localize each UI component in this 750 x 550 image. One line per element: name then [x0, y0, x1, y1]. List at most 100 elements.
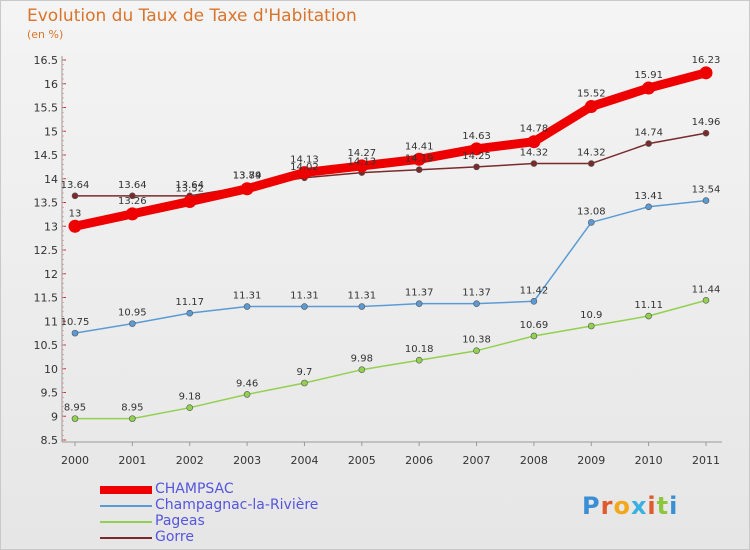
data-label: 9.46 — [236, 378, 258, 389]
data-label: 10.69 — [520, 320, 549, 331]
y-tick-label: 11 — [44, 315, 58, 328]
data-point — [699, 66, 713, 80]
data-point — [587, 160, 595, 167]
data-label: 15.91 — [634, 70, 663, 81]
data-point — [645, 312, 652, 320]
data-label: 11.17 — [175, 297, 204, 308]
data-label: 14.96 — [692, 117, 721, 128]
data-label: 14.41 — [405, 141, 434, 152]
y-tick-label: 15 — [44, 125, 58, 138]
data-point — [470, 142, 484, 156]
legend-item-champagnac: Champagnac-la-Rivière — [100, 497, 360, 514]
data-label: 10.38 — [462, 335, 491, 346]
proxiti-logo: Proxiti — [582, 492, 678, 520]
data-point — [527, 135, 541, 149]
data-point — [702, 297, 710, 304]
data-label: 13.64 — [61, 180, 90, 191]
data-label: 13.84 — [233, 170, 262, 181]
data-label: 15.52 — [577, 89, 606, 100]
data-point — [473, 347, 480, 355]
data-label: 9.18 — [179, 392, 201, 403]
data-label: 13.52 — [175, 184, 204, 195]
x-tick-label: 2000 — [61, 454, 89, 467]
x-tick-label: 2008 — [520, 454, 548, 467]
logo-letter: P — [582, 492, 601, 520]
y-tick-label: 12 — [44, 268, 58, 281]
series-line — [74, 299, 707, 420]
y-tick-label: 8.5 — [41, 434, 59, 447]
data-label: 11.44 — [692, 284, 721, 295]
data-label: 11.42 — [520, 285, 549, 296]
data-point — [71, 415, 79, 422]
data-point — [68, 219, 82, 233]
data-label: 11.11 — [634, 300, 663, 311]
data-point — [584, 100, 598, 114]
data-point — [297, 166, 311, 180]
x-tick-label: 2005 — [348, 454, 376, 467]
data-point — [186, 404, 194, 412]
y-tick-label: 10.5 — [34, 339, 59, 352]
data-point — [645, 140, 652, 147]
data-label: 13.54 — [692, 185, 721, 196]
data-label: 11.37 — [462, 288, 491, 299]
data-point — [587, 322, 595, 330]
legend-label-gorre: Gorre — [155, 529, 194, 545]
x-tick-label: 2003 — [233, 454, 261, 467]
data-label: 9.7 — [297, 367, 313, 378]
data-label: 10.75 — [61, 317, 90, 328]
data-label: 14.13 — [290, 155, 319, 166]
data-label: 14.32 — [520, 148, 549, 159]
data-point — [240, 182, 254, 196]
data-point — [358, 303, 366, 310]
logo-letter: o — [613, 492, 631, 520]
data-point — [642, 81, 656, 95]
data-label: 10.9 — [580, 310, 602, 321]
logo-letter: i — [647, 492, 657, 520]
series-line — [70, 68, 711, 231]
data-point — [415, 166, 423, 174]
x-tick-label: 2007 — [463, 454, 491, 467]
data-label: 14.02 — [290, 162, 319, 173]
data-label: 11.37 — [405, 288, 434, 299]
y-tick-label: 9 — [51, 410, 58, 423]
data-point — [129, 192, 136, 200]
legend-label-pageas: Pageas — [155, 513, 205, 529]
data-label: 14.63 — [462, 131, 491, 142]
y-tick-label: 15.5 — [34, 102, 59, 115]
y-tick-label: 14.5 — [34, 149, 59, 162]
data-point — [587, 219, 595, 226]
data-point — [355, 159, 369, 173]
data-label: 13.26 — [118, 196, 147, 207]
logo-letter: i — [669, 492, 679, 520]
y-tick-label: 10 — [44, 363, 58, 376]
y-tick-label: 16 — [44, 78, 58, 91]
logo-letter: t — [656, 492, 670, 520]
legend-swatch-champsac — [100, 486, 152, 494]
data-label: 10.95 — [118, 308, 147, 319]
legend-swatch-champagnac — [100, 505, 152, 507]
data-label: 8.95 — [64, 403, 86, 414]
x-tick-label: 2001 — [118, 454, 146, 467]
data-label: 14.78 — [520, 124, 549, 135]
data-label: 13.41 — [634, 191, 663, 202]
x-tick-label: 2009 — [577, 454, 605, 467]
data-point — [129, 320, 136, 327]
legend-label-champsac: CHAMPSAC — [155, 481, 234, 497]
data-point — [412, 152, 426, 166]
legend-item-gorre: Gorre — [100, 529, 360, 546]
data-point — [301, 379, 308, 387]
data-label: 14.27 — [347, 148, 376, 159]
logo-letter: x — [630, 492, 648, 520]
chart-subtitle: (en %) — [27, 28, 64, 41]
data-point — [415, 356, 423, 364]
logo-letter: r — [600, 492, 614, 520]
x-tick-label: 2010 — [635, 454, 663, 467]
data-point — [645, 203, 652, 211]
y-tick-label: 9.5 — [41, 387, 59, 400]
data-point — [358, 366, 366, 374]
data-label: 11.31 — [290, 291, 319, 302]
data-point — [530, 332, 538, 340]
legend-swatch-pageas — [100, 521, 152, 523]
legend-label-champagnac: Champagnac-la-Rivière — [155, 497, 319, 513]
